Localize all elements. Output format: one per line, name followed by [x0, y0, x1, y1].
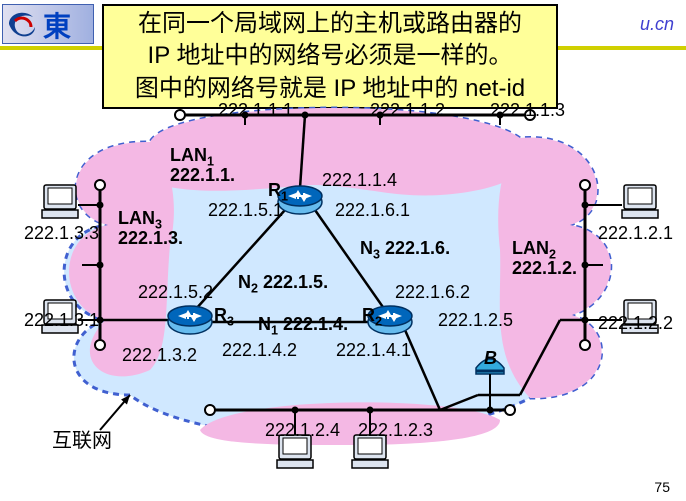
lbl-internet: 互联网	[52, 424, 112, 453]
bus-terminator	[205, 405, 215, 415]
lbl-222.1.2.1: 222.1.2.1	[598, 223, 673, 244]
lbl-222.1.6.1: 222.1.6.1	[335, 200, 410, 221]
page-number: 75	[654, 479, 670, 495]
bus-terminator	[580, 180, 590, 190]
host-icon	[600, 185, 658, 218]
lbl-222.1.1.3: 222.1.1.3	[490, 100, 565, 121]
lbl-222.1.3.3: 222.1.3.3	[24, 223, 99, 244]
bus-terminator	[175, 110, 185, 120]
lbl-222.1.2.4: 222.1.2.4	[265, 420, 340, 441]
lbl-N3: N3 222.1.6.	[360, 238, 450, 262]
bus-terminator	[95, 340, 105, 350]
lbl-222.1.3.2: 222.1.3.2	[122, 345, 197, 366]
lbl-N1: N1 222.1.4.	[258, 314, 348, 338]
lbl-222.1.4.2: 222.1.4.2	[222, 340, 297, 361]
lbl-222.1.4.1: 222.1.4.1	[336, 340, 411, 361]
bus-terminator	[505, 405, 515, 415]
lbl-LAN1n: 222.1.1.	[170, 165, 235, 186]
lbl-222.1.2.3: 222.1.2.3	[358, 420, 433, 441]
lbl-222.1.2.5: 222.1.2.5	[438, 310, 513, 331]
lbl-LAN3n: 222.1.3.	[118, 228, 183, 249]
bus-terminator	[580, 340, 590, 350]
router-R3	[168, 306, 212, 334]
lbl-N2: N2 222.1.5.	[238, 272, 328, 296]
lbl-222.1.5.1: 222.1.5.1	[208, 200, 283, 221]
lbl-R3: R3	[214, 305, 234, 329]
lbl-222.1.3.1: 222.1.3.1	[24, 310, 99, 331]
lbl-222.1.6.2: 222.1.6.2	[395, 282, 470, 303]
bus-terminator	[95, 180, 105, 190]
lbl-222.1.1.2: 222.1.1.2	[370, 100, 445, 121]
lbl-222.1.1.1: 222.1.1.1	[218, 100, 293, 121]
lbl-LAN2n: 222.1.2.	[512, 258, 577, 279]
lbl-222.1.5.2: 222.1.5.2	[138, 282, 213, 303]
lbl-B: B	[484, 348, 497, 369]
lbl-222.1.2.2: 222.1.2.2	[598, 313, 673, 334]
lbl-222.1.1.4: 222.1.1.4	[322, 170, 397, 191]
lbl-R2: R2	[362, 305, 382, 329]
